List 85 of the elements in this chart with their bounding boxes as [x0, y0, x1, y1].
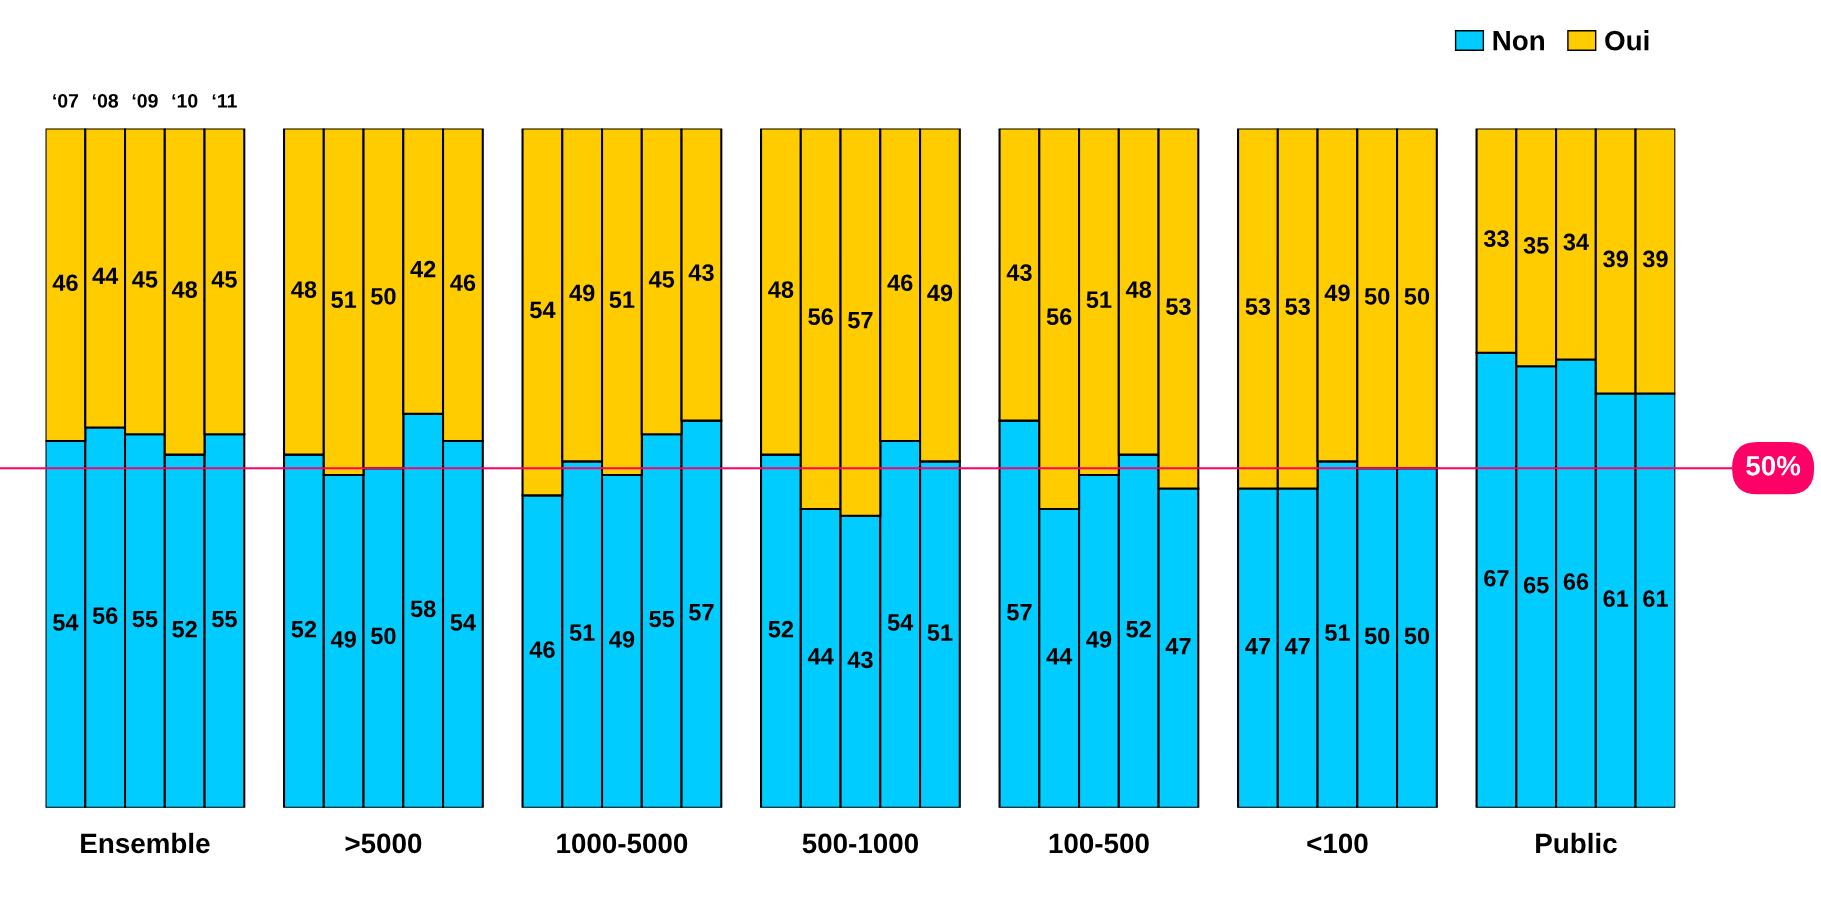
data-label: 53	[1245, 298, 1271, 315]
data-label: 54	[53, 614, 79, 631]
data-label: 46	[450, 274, 476, 292]
data-label: 34	[1563, 233, 1589, 251]
data-label: 49	[927, 284, 953, 302]
data-label: 44	[92, 267, 119, 285]
data-label: 45	[132, 271, 158, 288]
legend-label: Non	[1493, 31, 1544, 51]
x-tick-label: 1000-5000	[557, 833, 688, 854]
data-label: 43	[1006, 264, 1032, 281]
data-label: 51	[1325, 624, 1350, 641]
ref-line-label: 50%	[1746, 455, 1801, 476]
x-tick-label: 100-500	[1049, 833, 1149, 854]
data-label: 57	[689, 604, 714, 621]
data-label: 49	[609, 631, 635, 648]
data-label: 44	[807, 648, 834, 665]
data-label: 48	[768, 281, 794, 298]
data-label: 43	[688, 264, 714, 281]
data-label: 45	[211, 271, 237, 288]
data-label: 51	[331, 291, 357, 309]
data-label: 50	[1364, 287, 1390, 305]
data-label: 56	[808, 308, 833, 326]
data-label: 50	[1404, 287, 1430, 305]
data-label: 43	[847, 651, 873, 669]
text: ‘09	[132, 93, 158, 108]
data-label: 54	[530, 301, 556, 319]
data-label: 47	[1165, 638, 1191, 655]
data-label: 44	[1046, 648, 1073, 665]
data-label: 45	[648, 271, 675, 288]
data-label: 48	[171, 281, 198, 298]
data-label: 49	[330, 631, 356, 648]
x-tick-label: 500-1000	[802, 833, 918, 854]
data-label: 55	[132, 610, 158, 628]
data-label: 52	[172, 620, 197, 638]
text: ‘10	[172, 93, 198, 108]
data-label: 50	[371, 287, 396, 305]
data-label: 54	[450, 614, 476, 631]
data-label: 51	[1086, 291, 1112, 309]
text: ‘11	[212, 94, 237, 108]
data-label: 57	[848, 311, 873, 329]
data-label: 52	[291, 620, 317, 638]
data-label: 48	[1125, 281, 1152, 298]
data-label: 55	[649, 610, 675, 628]
data-label: 47	[1245, 638, 1271, 655]
x-tick-label: Public	[1536, 832, 1617, 854]
data-label: 47	[1284, 638, 1310, 655]
x-tick-label: <100	[1307, 833, 1368, 854]
data-label: 48	[291, 281, 317, 298]
data-label: 57	[1007, 604, 1032, 621]
data-label: 55	[212, 610, 237, 628]
data-label: 50	[1364, 627, 1390, 645]
data-label: 56	[92, 607, 118, 624]
data-label: 46	[887, 274, 913, 292]
data-label: 33	[1483, 230, 1509, 247]
data-label: 54	[887, 614, 914, 631]
data-label: 58	[410, 600, 436, 618]
data-label: 50	[1404, 627, 1430, 645]
data-label: 49	[1324, 284, 1350, 302]
data-label: 67	[1484, 569, 1509, 587]
x-tick-label: >5000	[345, 833, 422, 854]
data-label: 53	[1285, 298, 1310, 315]
data-label: 66	[1563, 573, 1589, 590]
text: ‘08	[92, 93, 119, 108]
data-label: 51	[569, 624, 595, 641]
data-label: 61	[1603, 590, 1629, 607]
data-label: 52	[1126, 620, 1151, 638]
data-label: 46	[529, 641, 555, 658]
data-label: 51	[609, 291, 635, 309]
data-label: 53	[1166, 298, 1191, 315]
data-label: 49	[569, 284, 595, 302]
data-label: 35	[1523, 237, 1549, 254]
text: ‘07	[53, 93, 79, 108]
data-label: 50	[371, 627, 396, 645]
data-label: 65	[1523, 576, 1549, 594]
data-label: 39	[1642, 250, 1668, 268]
data-label: 56	[1046, 308, 1072, 326]
data-label: 61	[1643, 590, 1668, 607]
legend-label: Oui	[1605, 30, 1649, 51]
data-label: 52	[768, 620, 794, 638]
data-label: 49	[1086, 631, 1112, 648]
data-label: 46	[52, 274, 78, 292]
data-label: 39	[1603, 250, 1628, 268]
data-label: 51	[927, 624, 953, 641]
x-tick-label: Ensemble	[81, 832, 210, 854]
data-label: 42	[410, 260, 436, 278]
